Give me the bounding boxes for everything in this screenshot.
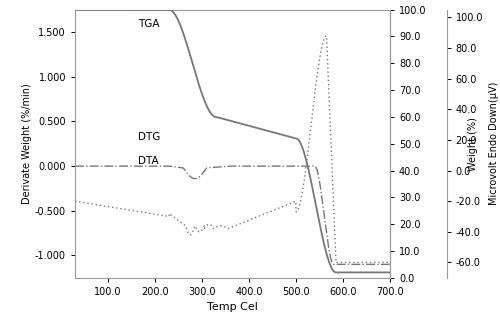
Y-axis label: Derivate Weight (%/min): Derivate Weight (%/min) xyxy=(22,83,32,204)
X-axis label: Temp Cel: Temp Cel xyxy=(207,302,258,312)
Y-axis label: Microvolt Endo Down(µV): Microvolt Endo Down(µV) xyxy=(489,82,499,205)
Text: DTG: DTG xyxy=(138,132,160,142)
Y-axis label: Weight (%): Weight (%) xyxy=(468,117,478,171)
Text: TGA: TGA xyxy=(138,19,160,29)
Text: DTA: DTA xyxy=(138,156,158,166)
